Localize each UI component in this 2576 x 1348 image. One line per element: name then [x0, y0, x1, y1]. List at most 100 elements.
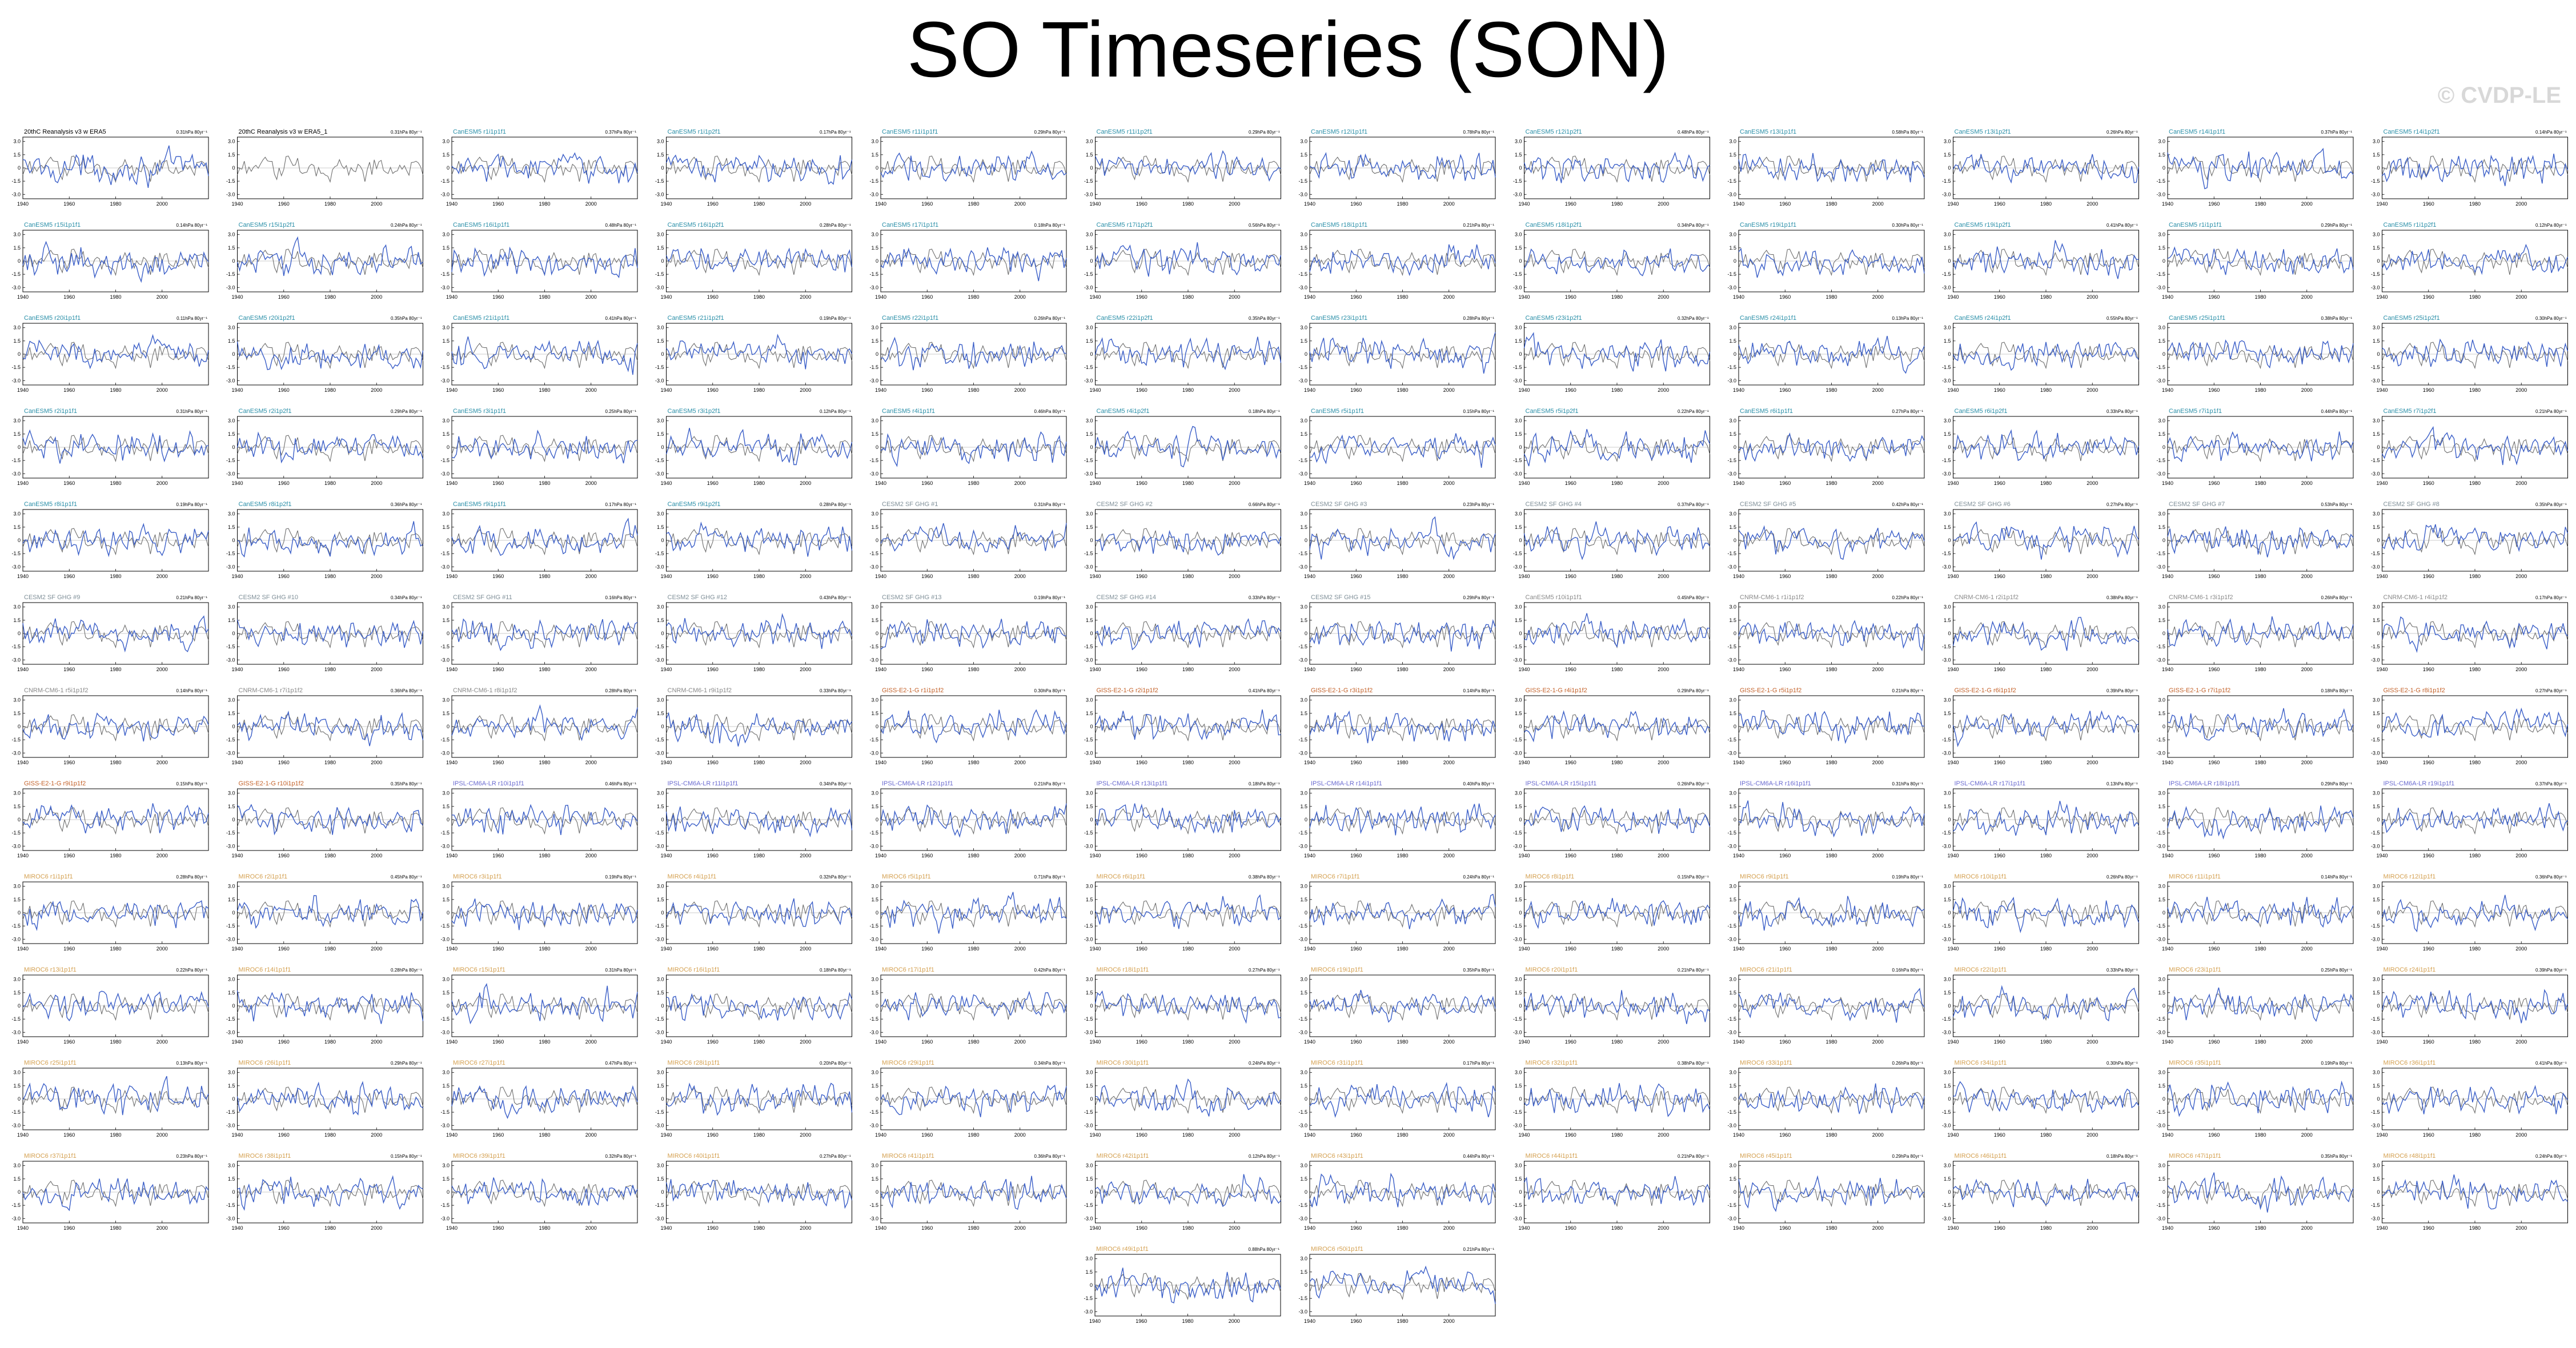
y-tick-label: -3.0 — [869, 191, 878, 197]
y-tick-label: 0 — [1948, 351, 1951, 357]
panel-title: CanESM5 r9i1p2f1 — [668, 501, 721, 508]
panel-trend: 0.42hPa 80yr⁻¹ — [1892, 502, 1924, 507]
y-tick-label: -1.5 — [1084, 1016, 1093, 1022]
x-tick-label: 1980 — [1611, 1039, 1623, 1045]
obs-series-line — [1309, 714, 1496, 742]
y-tick-label: -3.0 — [1084, 191, 1093, 197]
panel: CanESM5 r8i1p2f1 0.36hPa 80yr⁻¹3.01.50-1.… — [226, 501, 424, 579]
y-tick-label: -1.5 — [1942, 923, 1951, 929]
panel: MIROC6 r5i1p1f1 0.71hPa 80yr⁻¹3.01.50-1.5… — [869, 873, 1067, 952]
x-tick-label: 2000 — [157, 760, 168, 765]
y-tick-label: 1.5 — [1944, 711, 1951, 716]
y-tick-label: -3.0 — [11, 936, 21, 942]
y-tick-label: -3.0 — [1513, 936, 1522, 942]
x-tick-label: 1940 — [1518, 1132, 1530, 1138]
x-tick-label: 2000 — [371, 667, 382, 672]
x-tick-label: 1960 — [492, 294, 504, 300]
panel-trend: 0.31hPa 80yr⁻¹ — [176, 409, 208, 414]
y-tick-label: -1.5 — [1513, 1202, 1522, 1208]
x-tick-label: 1940 — [17, 1039, 29, 1045]
x-tick-label: 2000 — [1872, 387, 1884, 393]
y-tick-label: 1.5 — [228, 711, 235, 716]
obs-series-line — [2381, 1180, 2569, 1207]
model-series-line — [1095, 1174, 1282, 1207]
panel-trend: 0.48hPa 80yr⁻¹ — [605, 223, 637, 228]
x-tick-label: 2000 — [800, 1039, 811, 1045]
model-series-line — [665, 807, 853, 838]
x-tick-label: 1980 — [968, 853, 979, 858]
y-tick-label: -1.5 — [2371, 178, 2380, 184]
y-tick-label: -1.5 — [1084, 458, 1093, 463]
y-tick-label: 1.5 — [871, 804, 878, 809]
obs-series-line — [2381, 621, 2569, 649]
panel-title: CESM2 SF GHG #8 — [2384, 501, 2439, 508]
y-tick-label: 3.0 — [442, 1163, 450, 1169]
panel-trend: 0.37hPa 80yr⁻¹ — [2321, 130, 2353, 135]
x-tick-label: 2000 — [2301, 387, 2313, 393]
y-tick-label: -1.5 — [655, 830, 664, 836]
y-tick-label: 3.0 — [1944, 604, 1951, 610]
panel-title: CNRM-CM6-1 r3i1p1f2 — [2169, 594, 2233, 601]
x-tick-label: 1960 — [63, 946, 75, 952]
x-tick-label: 1980 — [2254, 294, 2266, 300]
obs-series-line — [1738, 248, 1925, 276]
y-tick-label: 0 — [876, 258, 878, 264]
panel-trend: 0.39hPa 80yr⁻¹ — [2535, 968, 2567, 973]
y-tick-label: 0 — [876, 631, 878, 636]
panel: CESM2 SF GHG #12 0.43hPa 80yr⁻¹3.01.50-1.… — [655, 594, 853, 672]
x-tick-label: 2000 — [1658, 667, 1669, 672]
panel: CESM2 SF GHG #13 0.19hPa 80yr⁻¹3.01.50-1.… — [869, 594, 1067, 672]
y-tick-label: -3.0 — [1084, 1029, 1093, 1035]
x-tick-label: 1960 — [921, 1225, 933, 1231]
y-tick-label: 3.0 — [228, 884, 235, 889]
obs-series-line — [1094, 1180, 1282, 1207]
y-tick-label: 0 — [1090, 724, 1093, 729]
x-tick-label: 1980 — [968, 760, 979, 765]
y-tick-label: -3.0 — [1727, 657, 1736, 663]
y-tick-label: 1.5 — [1515, 524, 1522, 530]
y-tick-label: 0 — [1090, 1189, 1093, 1195]
x-tick-label: 1960 — [921, 573, 933, 579]
panel-trend: 0.35hPa 80yr⁻¹ — [391, 781, 422, 787]
obs-series-line — [1094, 435, 1282, 463]
x-tick-label: 2000 — [1872, 201, 1884, 207]
panel: CanESM5 r17i1p2f1 0.56hPa 80yr⁻¹3.01.50-1… — [1084, 222, 1282, 300]
x-tick-label: 1960 — [1779, 573, 1791, 579]
model-series-line — [880, 990, 1067, 1021]
panel-title: CanESM5 r11i1p1f1 — [882, 129, 938, 135]
y-tick-label: -3.0 — [226, 1215, 235, 1221]
y-tick-label: -1.5 — [2371, 923, 2380, 929]
y-tick-label: 1.5 — [871, 711, 878, 716]
panel-title: MIROC6 r20i1p1f1 — [1526, 966, 1578, 973]
panel-title: CanESM5 r1i1p2f1 — [2384, 222, 2437, 228]
x-tick-label: 1940 — [875, 573, 886, 579]
model-series-line — [1309, 244, 1496, 276]
obs-series-line — [1952, 435, 2140, 463]
y-tick-label: 0 — [661, 817, 664, 823]
panel-trend: 0.12hPa 80yr⁻¹ — [820, 409, 851, 414]
x-tick-label: 1940 — [17, 387, 29, 393]
panel-trend: 0.35hPa 80yr⁻¹ — [2321, 1154, 2353, 1159]
x-tick-label: 1960 — [1779, 480, 1791, 486]
model-series-line — [1094, 894, 1281, 929]
x-tick-label: 1960 — [2208, 667, 2220, 672]
y-tick-label: -3.0 — [869, 750, 878, 756]
x-tick-label: 2000 — [2301, 201, 2313, 207]
y-tick-label: -3.0 — [226, 564, 235, 569]
y-tick-label: 1.5 — [2158, 524, 2165, 530]
obs-series-line — [1523, 1180, 1711, 1207]
x-tick-label: 1980 — [2254, 667, 2266, 672]
y-tick-label: 3.0 — [1729, 884, 1736, 889]
x-tick-label: 1960 — [63, 667, 75, 672]
x-tick-label: 2000 — [1658, 1039, 1669, 1045]
y-tick-label: 1.5 — [2158, 431, 2165, 437]
model-series-line — [2381, 616, 2569, 653]
y-tick-label: 3.0 — [2158, 139, 2165, 145]
y-tick-label: 3.0 — [1300, 139, 1307, 145]
panel: CanESM5 r1i1p1f1 0.37hPa 80yr⁻¹3.01.50-1.… — [440, 129, 638, 207]
panel: IPSL-CM6A-LR r14i1p1f1 0.40hPa 80yr⁻¹3.01… — [1298, 780, 1496, 858]
obs-series-line — [2167, 900, 2354, 928]
y-tick-label: -1.5 — [1298, 1295, 1307, 1301]
x-tick-label: 1960 — [1136, 480, 1147, 486]
x-tick-label: 2000 — [2515, 573, 2527, 579]
